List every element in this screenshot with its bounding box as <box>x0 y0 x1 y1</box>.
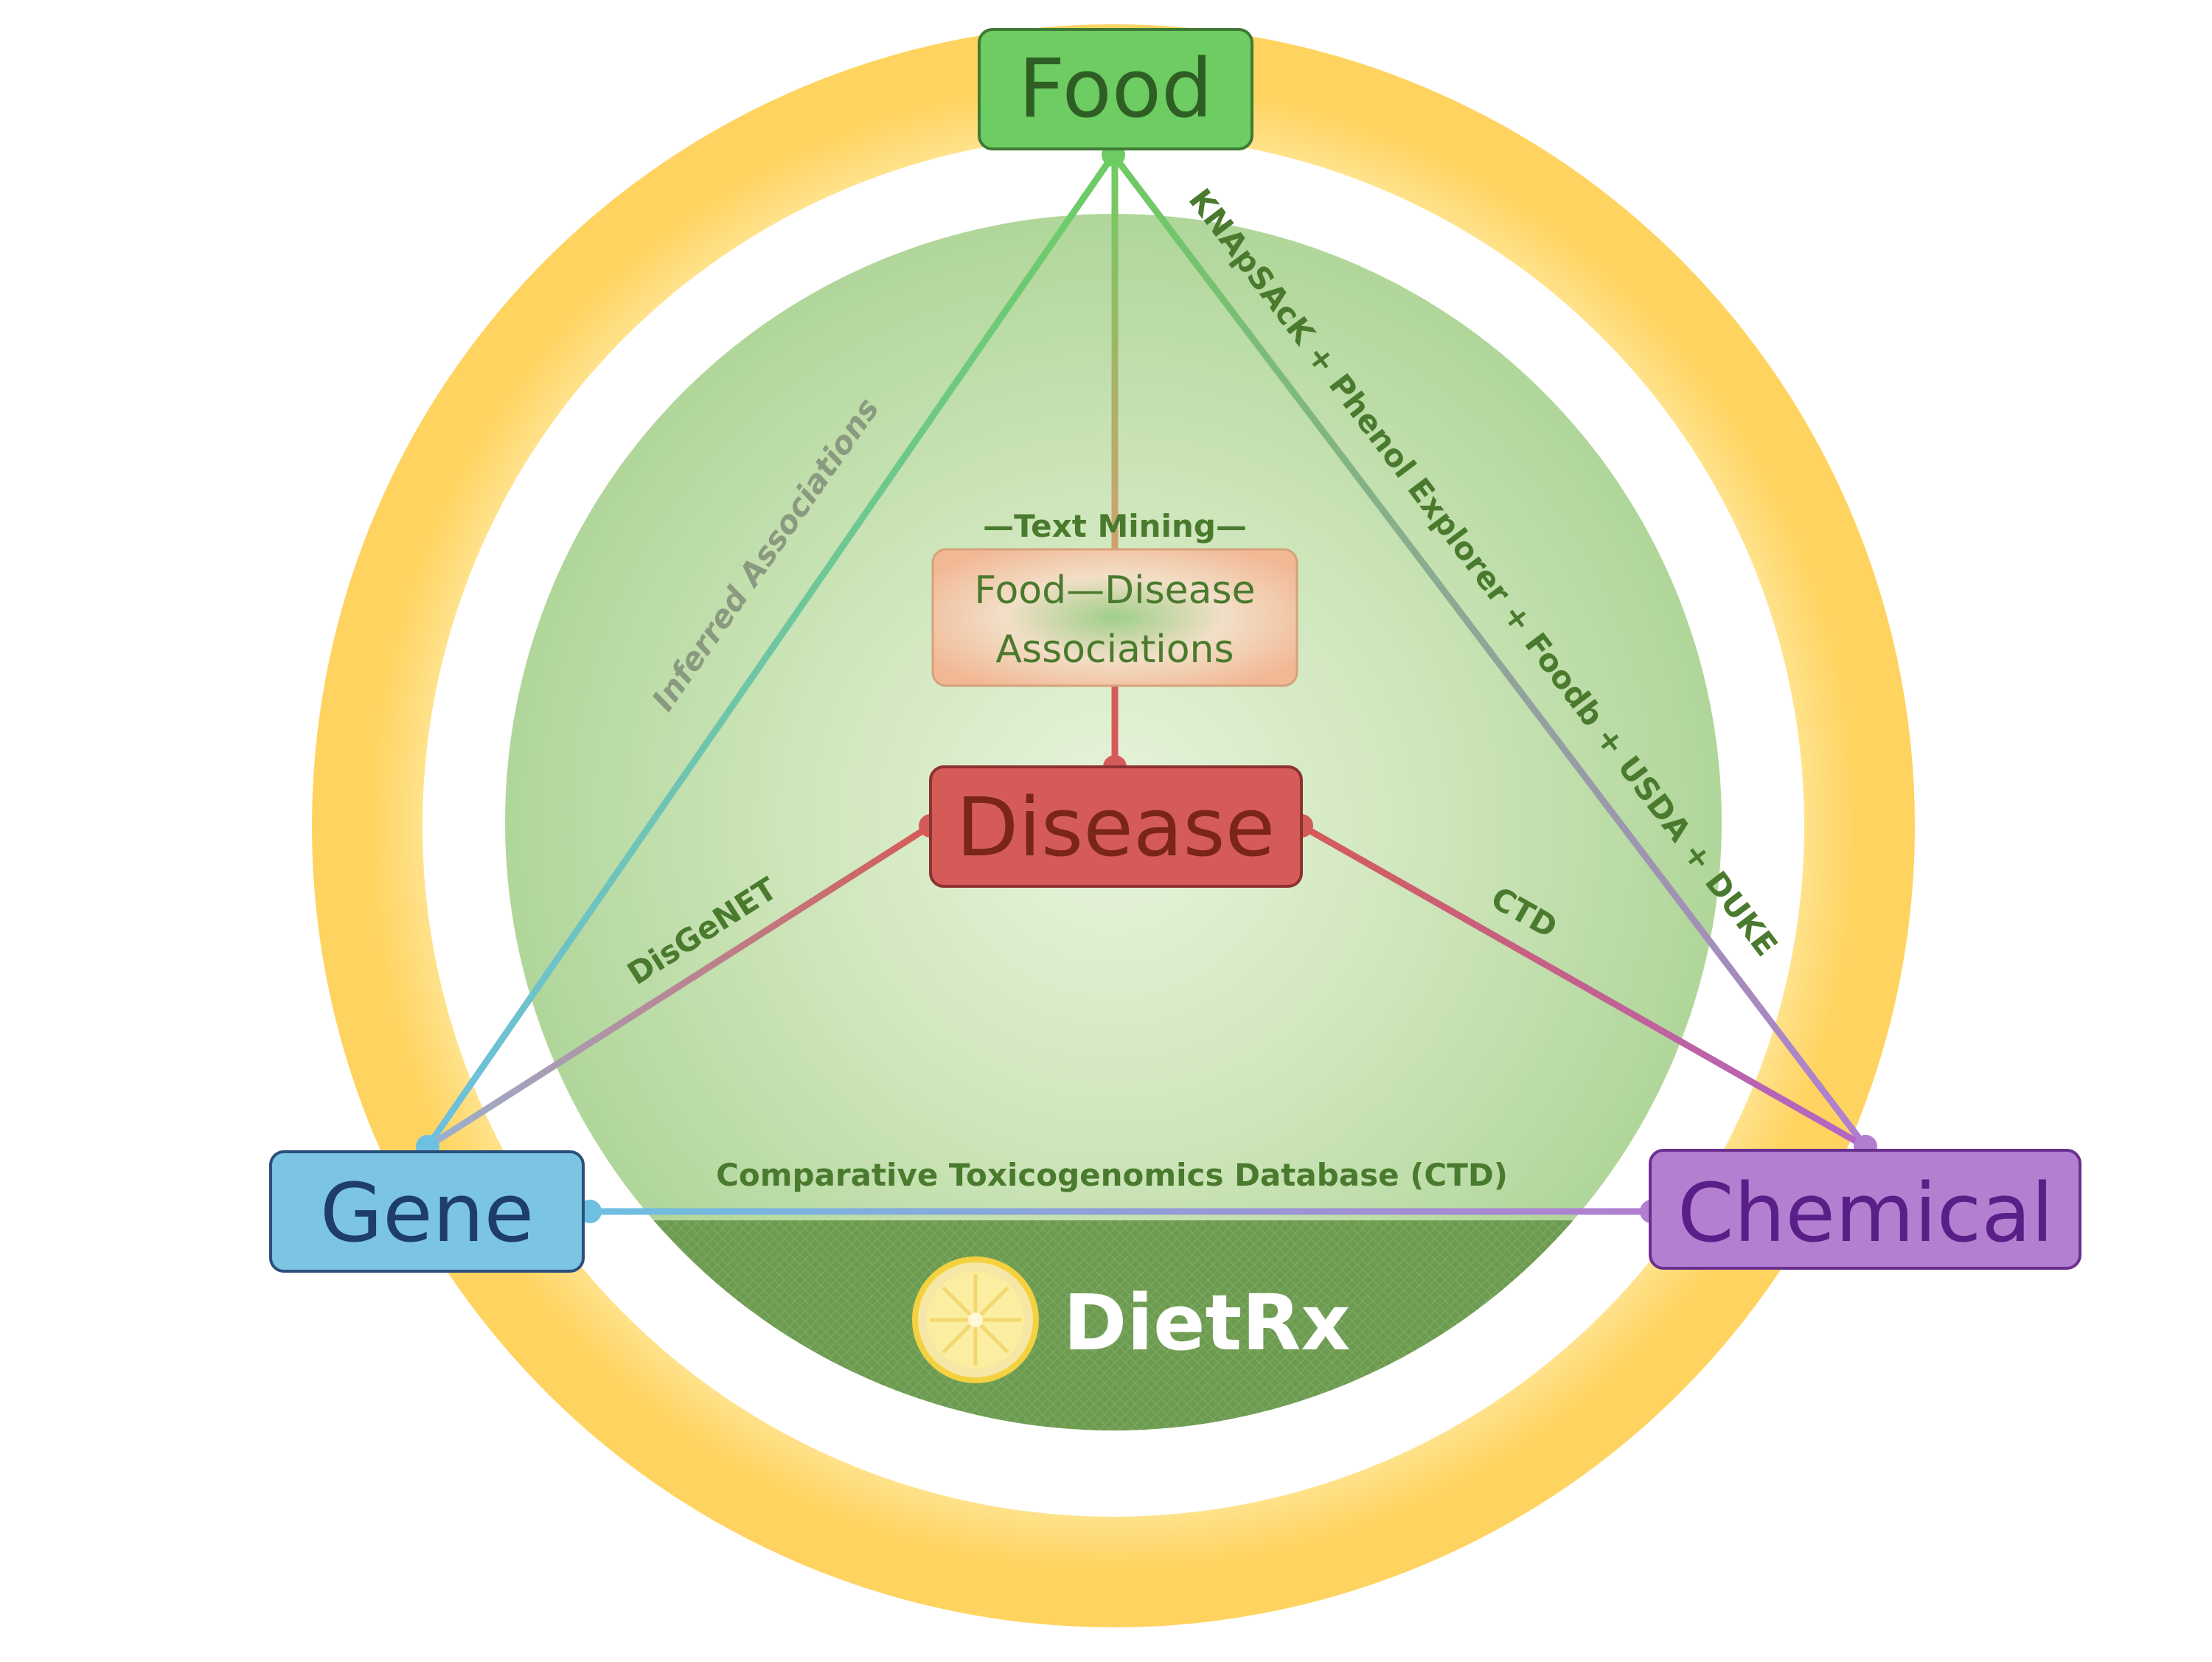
node-food[interactable]: Food <box>978 28 1253 150</box>
edge-food-chemical <box>1110 153 1868 1149</box>
node-gene[interactable]: Gene <box>269 1150 585 1273</box>
edge-disease-gene <box>425 823 933 1150</box>
node-chemical[interactable]: Chemical <box>1649 1149 2081 1270</box>
lemon-slice-icon <box>912 1256 1039 1383</box>
brand-name: DietRx <box>1063 1278 1350 1368</box>
label-comparative-toxicogenomics: Comparative Toxicogenomics Database (CTD… <box>716 1157 1508 1193</box>
food-disease-line1: Food—Disease <box>974 569 1255 613</box>
food-disease-line2: Associations <box>995 627 1234 672</box>
node-gene-label: Gene <box>320 1166 534 1260</box>
node-food-label: Food <box>1018 41 1213 136</box>
node-chemical-label: Chemical <box>1677 1166 2053 1260</box>
node-disease[interactable]: Disease <box>929 765 1303 888</box>
node-disease-label: Disease <box>956 780 1276 875</box>
food-disease-associations-box <box>931 548 1298 687</box>
edge-food-gene <box>425 153 1116 1149</box>
edge-disease-chemical <box>1299 823 1868 1150</box>
text-mining-header: —Text Mining— <box>983 508 1247 544</box>
